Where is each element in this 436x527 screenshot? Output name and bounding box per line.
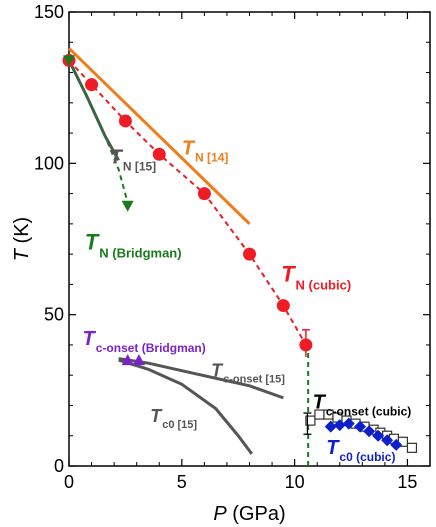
series-markers bbox=[62, 53, 418, 453]
plot-frame bbox=[68, 11, 431, 467]
marker-tc_onset_bridgman_points bbox=[132, 354, 145, 366]
marker-tn_bridgman_points bbox=[121, 200, 134, 212]
label-tn_14: TN [14] bbox=[182, 137, 229, 164]
marker-tc0_cubic_points bbox=[333, 419, 346, 432]
marker-tn_cubic_points bbox=[85, 78, 99, 92]
label-tc_onset_bridgman: Tc-onset (Bridgman) bbox=[83, 328, 206, 355]
x-tick-label: 0 bbox=[64, 472, 74, 492]
marker-tn_cubic_points bbox=[243, 247, 256, 261]
marker-tc0_cubic_points bbox=[354, 420, 367, 433]
marker-tc0_cubic_points bbox=[363, 425, 376, 438]
label-tn_bridgman: TN (Bridgman) bbox=[85, 230, 182, 261]
y-tick-label: 100 bbox=[34, 153, 64, 173]
line-tc0_ref15 bbox=[118, 358, 253, 455]
x-axis-label: P (GPa) bbox=[213, 503, 285, 525]
marker-tc_onset_cubic_points bbox=[406, 442, 418, 453]
x-tick-label: 10 bbox=[285, 472, 305, 492]
line-tn_ref14 bbox=[67, 47, 251, 225]
marker-tc0_cubic_points bbox=[372, 429, 385, 442]
label-tn_cubic: TN (cubic) bbox=[281, 261, 351, 292]
x-tick-label: 15 bbox=[397, 472, 417, 492]
annotations: TN (cubic) TN [14] TN [15] TN (Bridgman) Tc-… bbox=[83, 137, 412, 464]
label-tn_15: TN [15] bbox=[110, 146, 157, 173]
label-tc_onset_15: Tc-onset [15] bbox=[211, 361, 285, 386]
marker-tc0_cubic_points bbox=[390, 438, 403, 451]
plot-border bbox=[68, 11, 431, 467]
marker-tn_cubic_points bbox=[152, 147, 166, 161]
label-tc0_15: Tc0 [15] bbox=[150, 406, 197, 431]
y-axis-label: T (K) bbox=[11, 217, 33, 261]
marker-tc0_cubic_points bbox=[381, 434, 394, 447]
line-tn_ref15_ext bbox=[68, 59, 129, 203]
x-tick-label: 5 bbox=[177, 472, 187, 492]
line-tn_cubic_fit bbox=[68, 59, 307, 346]
marker-tc_onset_cubic_points bbox=[305, 415, 316, 426]
axis-ticks bbox=[68, 11, 431, 467]
marker-tc0_cubic_points bbox=[324, 420, 337, 433]
marker-tn_cubic_points bbox=[118, 114, 132, 128]
y-tick-label: 0 bbox=[54, 456, 64, 476]
marker-tc_onset_bridgman_points bbox=[121, 354, 134, 366]
y-tick-label: 150 bbox=[34, 2, 64, 22]
label-tc0_cubic: Tc0 (cubic) bbox=[326, 437, 395, 464]
marker-tn_cubic_points bbox=[276, 299, 290, 313]
y-tick-label: 50 bbox=[44, 305, 64, 325]
marker-tc0_cubic_points bbox=[342, 417, 355, 430]
marker-tn_cubic_points bbox=[197, 187, 211, 201]
marker-tn_bridgman_points bbox=[63, 55, 75, 67]
label-tc_onset_cubic: Tc-onset (cubic) bbox=[313, 391, 412, 418]
